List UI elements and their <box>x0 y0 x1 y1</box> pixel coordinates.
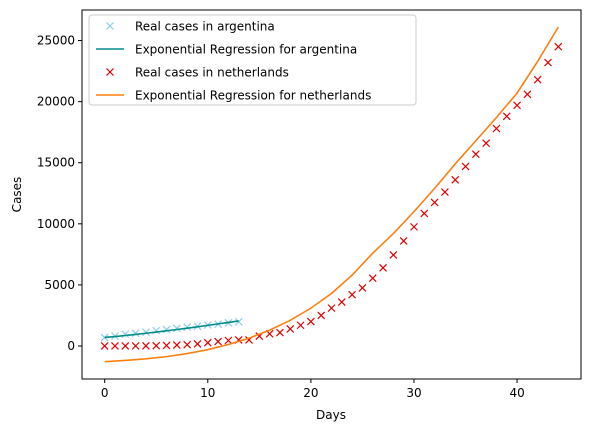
data-point <box>482 139 491 148</box>
data-point <box>523 90 532 99</box>
data-point <box>533 75 542 84</box>
data-point <box>379 263 387 272</box>
data-point <box>492 124 501 133</box>
data-point <box>162 341 171 350</box>
plot-frame <box>81 9 582 380</box>
data-point <box>317 311 326 320</box>
data-point <box>389 251 398 259</box>
y-axis-label: Cases <box>10 177 24 213</box>
data-point <box>348 290 357 299</box>
series-line-exponential-regression-for-netherlands <box>104 26 560 363</box>
data-point <box>440 188 449 196</box>
data-point <box>131 341 140 350</box>
series-exponential-regression-for-argentina <box>104 320 239 339</box>
y-tick-label: 20000 <box>37 95 75 109</box>
legend-entry: Exponential Regression for netherlands <box>96 89 371 103</box>
series-exponential-regression-for-netherlands <box>104 26 560 363</box>
data-point <box>471 150 480 159</box>
x-tick-label: 0 <box>101 386 109 400</box>
data-point <box>183 340 192 349</box>
x-tick-label: 40 <box>509 386 524 400</box>
data-point <box>121 342 130 350</box>
legend-swatch-marker <box>106 22 114 30</box>
data-point <box>183 323 192 331</box>
data-point <box>420 209 429 218</box>
axes-layer: 0 10 20 30 40 0 5000 10000 15000 20000 25000 <box>37 34 525 400</box>
data-point <box>306 317 315 326</box>
legend-label: Real cases in argentina <box>135 20 275 34</box>
data-point <box>100 342 109 350</box>
data-point <box>131 329 140 338</box>
y-tick-label: 5000 <box>44 278 75 292</box>
data-point <box>513 101 522 110</box>
y-tick-label: 0 <box>67 339 75 353</box>
x-tick-label: 20 <box>303 386 318 400</box>
legend-entry: Real cases in netherlands <box>106 66 289 80</box>
data-point <box>234 317 243 326</box>
data-point <box>141 328 150 337</box>
legend: Real cases in argentina Exponential Regre… <box>88 14 417 106</box>
data-point <box>286 324 295 333</box>
data-point <box>276 328 284 337</box>
data-point <box>554 42 563 51</box>
data-point <box>430 198 439 207</box>
x-tick-label: 30 <box>406 386 421 400</box>
data-point <box>193 340 202 348</box>
data-point <box>337 298 346 306</box>
legend-entry: Exponential Regression for argentina <box>96 43 357 57</box>
data-point <box>172 341 181 349</box>
data-point <box>410 222 418 231</box>
data-point <box>502 112 511 121</box>
data-point <box>172 324 181 333</box>
x-axis-label: Days <box>316 408 346 422</box>
data-point <box>100 333 109 342</box>
series-line-exponential-regression-for-argentina <box>104 320 239 339</box>
data-point <box>461 162 470 171</box>
series-layer <box>100 26 563 363</box>
data-point <box>327 304 336 313</box>
y-tick-label: 10000 <box>37 217 75 231</box>
data-point <box>296 321 305 330</box>
legend-label: Exponential Regression for netherlands <box>135 89 371 103</box>
data-point <box>358 284 367 292</box>
x-tick-label: 10 <box>200 386 215 400</box>
data-point <box>111 342 119 350</box>
data-point <box>451 175 460 184</box>
data-point <box>224 336 233 345</box>
legend-entry: Real cases in argentina <box>106 20 275 34</box>
y-tick-label: 15000 <box>37 156 75 170</box>
legend-frame <box>88 14 417 106</box>
data-point <box>141 341 150 350</box>
legend-label: Exponential Regression for argentina <box>135 43 357 57</box>
data-point <box>544 58 552 67</box>
data-point <box>214 337 223 346</box>
data-point <box>399 237 408 245</box>
series-real-cases-in-netherlands <box>100 42 563 350</box>
legend-label: Real cases in netherlands <box>135 66 289 80</box>
legend-swatch-marker <box>106 68 114 76</box>
data-point <box>368 274 377 283</box>
y-tick-label: 25000 <box>37 34 75 48</box>
data-point <box>203 338 212 347</box>
data-point <box>152 341 161 350</box>
